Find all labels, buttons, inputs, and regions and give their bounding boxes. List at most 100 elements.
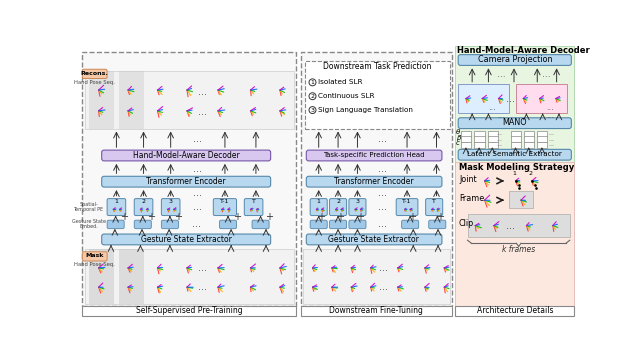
Text: +: + (175, 212, 182, 222)
Text: 1: 1 (317, 199, 321, 204)
Bar (474, 136, 484, 143)
Bar (90, 249, 114, 304)
Text: ...: ... (547, 111, 554, 120)
Bar (511, 136, 521, 143)
Text: 3: 3 (355, 199, 360, 204)
FancyBboxPatch shape (83, 69, 107, 79)
Text: ...: ... (548, 137, 554, 142)
Text: T: T (432, 199, 436, 204)
Bar (305, 61, 451, 129)
FancyBboxPatch shape (330, 199, 347, 215)
Text: Gesture State
Embed.: Gesture State Embed. (72, 219, 106, 229)
Text: ...: ... (378, 134, 387, 144)
Text: 2: 2 (336, 199, 340, 204)
Bar (461, 136, 472, 143)
Bar (301, 52, 452, 307)
FancyBboxPatch shape (310, 220, 327, 229)
Text: ...: ... (497, 70, 505, 79)
FancyBboxPatch shape (330, 220, 347, 229)
Text: Mask: Mask (86, 253, 104, 258)
Bar (119, 249, 143, 304)
Text: +: + (147, 212, 156, 222)
Bar (488, 131, 498, 137)
Text: ...: ... (198, 282, 207, 292)
Text: Mask Modeling Strategy: Mask Modeling Strategy (459, 163, 574, 172)
Text: 3: 3 (310, 108, 314, 113)
Bar (524, 131, 534, 137)
Text: Frame: Frame (459, 194, 484, 203)
Text: Spatial-
Temporal PE: Spatial- Temporal PE (74, 202, 104, 213)
FancyBboxPatch shape (402, 220, 419, 229)
Text: Downstream Fine-Tuning: Downstream Fine-Tuning (329, 306, 423, 315)
Text: ...: ... (496, 142, 502, 147)
Bar (488, 136, 498, 143)
Text: ...: ... (488, 103, 496, 112)
Bar (301, 307, 452, 316)
FancyBboxPatch shape (458, 55, 572, 65)
Bar (303, 249, 451, 304)
Text: Hand-Model-Aware Decoder: Hand-Model-Aware Decoder (458, 46, 590, 55)
FancyBboxPatch shape (426, 199, 443, 215)
Text: +: + (408, 212, 417, 222)
Text: Continuous SLR: Continuous SLR (318, 93, 374, 99)
Text: ...: ... (198, 87, 207, 97)
Text: 1: 1 (512, 172, 516, 177)
Text: ...: ... (193, 164, 202, 174)
Text: 3: 3 (169, 199, 173, 204)
Bar (509, 191, 533, 208)
Text: 1: 1 (310, 80, 314, 85)
Text: Transformer Encoder: Transformer Encoder (334, 177, 413, 186)
Text: +: + (120, 212, 128, 222)
FancyBboxPatch shape (161, 199, 180, 215)
FancyBboxPatch shape (349, 199, 366, 215)
Text: T-1: T-1 (220, 199, 230, 204)
Text: Hand-Model-Aware Decoder: Hand-Model-Aware Decoder (133, 151, 239, 160)
Text: 2: 2 (528, 172, 532, 177)
FancyBboxPatch shape (307, 176, 442, 187)
Text: ...: ... (378, 219, 387, 229)
Text: 2: 2 (310, 94, 314, 99)
FancyBboxPatch shape (310, 199, 327, 215)
Text: Recons.: Recons. (81, 71, 109, 76)
FancyBboxPatch shape (458, 118, 572, 129)
FancyBboxPatch shape (396, 199, 418, 215)
FancyBboxPatch shape (220, 220, 237, 229)
Text: T: T (252, 199, 255, 204)
Text: +: + (356, 212, 364, 222)
Text: MANO: MANO (502, 118, 527, 127)
Text: ...: ... (193, 188, 202, 198)
Text: +: + (317, 212, 325, 222)
Text: Joint: Joint (459, 175, 477, 184)
Bar (461, 131, 472, 137)
Bar (537, 131, 547, 137)
Text: ...: ... (497, 111, 505, 120)
Text: Task-specific Prediction Head: Task-specific Prediction Head (323, 153, 424, 159)
Text: ...: ... (548, 131, 554, 136)
Text: Self-Supervised Pre-Training: Self-Supervised Pre-Training (136, 306, 243, 315)
Bar (488, 142, 498, 148)
Text: c: c (456, 140, 460, 146)
Text: +: + (265, 212, 273, 222)
Text: Isolated SLR: Isolated SLR (318, 79, 362, 85)
Bar (511, 131, 521, 137)
Bar (467, 214, 570, 237)
Text: β: β (456, 135, 460, 141)
Text: 2: 2 (141, 199, 145, 204)
Text: Gesture State Extractor: Gesture State Extractor (328, 235, 419, 244)
Bar (455, 307, 575, 316)
Bar (524, 142, 534, 148)
Text: Hand Pose Seq.: Hand Pose Seq. (74, 80, 115, 85)
Text: ...: ... (506, 94, 515, 103)
Bar (537, 136, 547, 143)
FancyBboxPatch shape (102, 176, 271, 187)
Text: +: + (337, 212, 344, 222)
Text: ...: ... (542, 70, 551, 79)
FancyBboxPatch shape (307, 150, 442, 161)
FancyBboxPatch shape (102, 150, 271, 161)
Text: ...: ... (506, 220, 515, 230)
Text: ...: ... (548, 142, 554, 147)
Text: Downstream Task Prediction: Downstream Task Prediction (323, 62, 432, 71)
FancyBboxPatch shape (161, 220, 179, 229)
Bar (511, 142, 521, 148)
Text: ...: ... (380, 282, 388, 292)
